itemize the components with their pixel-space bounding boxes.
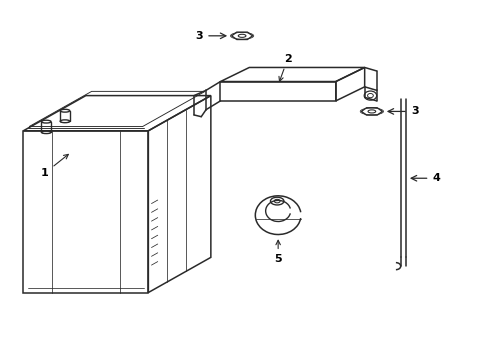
Text: 1: 1 [41, 154, 68, 178]
Text: 3: 3 [410, 107, 418, 116]
Text: 2: 2 [278, 54, 291, 81]
Text: 3: 3 [195, 31, 202, 41]
Text: 5: 5 [274, 240, 282, 264]
Text: 4: 4 [432, 173, 440, 183]
